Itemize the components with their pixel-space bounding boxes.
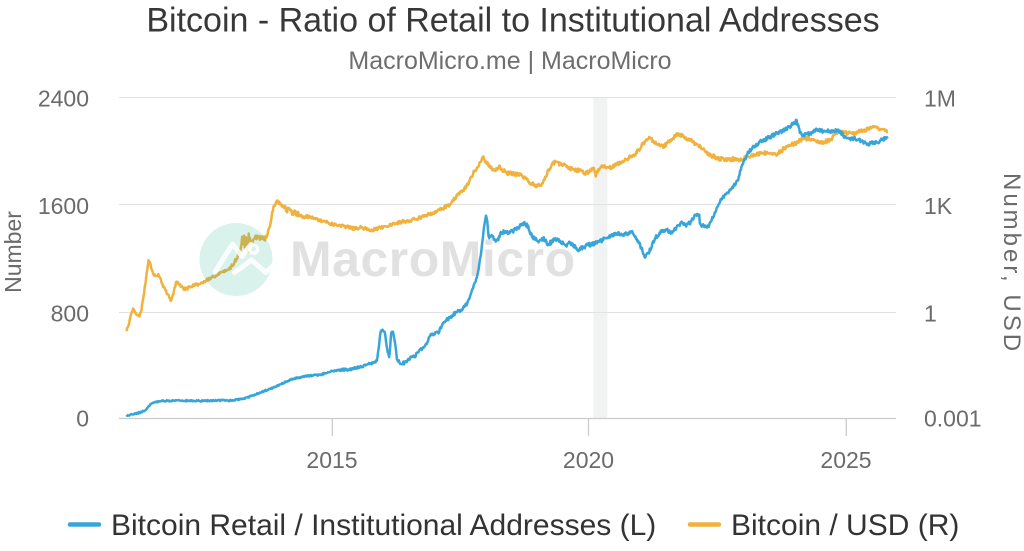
svg-text:1600: 1600 xyxy=(38,193,89,219)
svg-text:Bitcoin - Ratio of Retail to I: Bitcoin - Ratio of Retail to Institution… xyxy=(146,2,879,40)
svg-text:2400: 2400 xyxy=(38,86,89,112)
svg-text:MacroMicro: MacroMicro xyxy=(290,231,576,287)
svg-text:2015: 2015 xyxy=(306,447,357,473)
svg-text:1M: 1M xyxy=(924,86,956,112)
svg-text:1: 1 xyxy=(924,301,937,327)
svg-text:Number, USD: Number, USD xyxy=(998,173,1024,354)
svg-text:Bitcoin Retail / Institutional: Bitcoin Retail / Institutional Addresses… xyxy=(111,509,656,542)
svg-text:Bitcoin / USD (R): Bitcoin / USD (R) xyxy=(731,509,959,542)
svg-text:2025: 2025 xyxy=(820,447,871,473)
svg-text:1K: 1K xyxy=(924,193,953,219)
svg-text:Number: Number xyxy=(0,211,26,293)
svg-text:800: 800 xyxy=(51,301,89,327)
svg-text:MacroMicro.me | MacroMicro: MacroMicro.me | MacroMicro xyxy=(348,47,671,75)
svg-text:0: 0 xyxy=(76,406,89,432)
svg-text:0.001: 0.001 xyxy=(924,406,982,432)
svg-text:2020: 2020 xyxy=(563,447,614,473)
